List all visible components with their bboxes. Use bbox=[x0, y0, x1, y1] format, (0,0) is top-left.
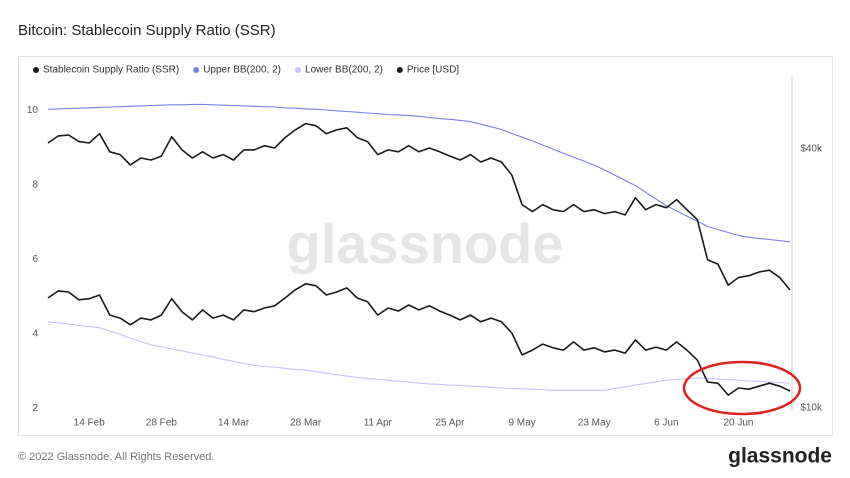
x-tick-label: 9 May bbox=[508, 418, 535, 429]
legend-label: Price [USD] bbox=[407, 65, 459, 76]
brand-logo: glassnode bbox=[728, 445, 832, 468]
series-line bbox=[47, 103, 791, 243]
watermark: glassnode bbox=[287, 212, 564, 275]
y2-tick-label: $10k bbox=[800, 403, 823, 414]
series-line bbox=[47, 321, 791, 391]
y-tick-label: 6 bbox=[32, 254, 38, 265]
x-tick-label: 14 Mar bbox=[218, 418, 250, 429]
x-tick-label: 23 May bbox=[578, 418, 611, 429]
x-tick-label: 28 Mar bbox=[290, 418, 322, 429]
x-tick-label: 6 Jun bbox=[654, 418, 678, 429]
legend-label: Lower BB(200, 2) bbox=[305, 65, 383, 76]
plot-area bbox=[47, 103, 791, 396]
series-line bbox=[47, 122, 791, 291]
y-tick-label: 8 bbox=[32, 179, 38, 190]
legend-marker bbox=[193, 67, 200, 73]
x-tick-label: 20 Jun bbox=[723, 418, 753, 429]
legend-marker bbox=[295, 67, 302, 73]
x-tick-label: 25 Apr bbox=[435, 418, 465, 429]
highlight-circle bbox=[682, 360, 802, 416]
legend-marker bbox=[396, 67, 403, 73]
y-tick-label: 2 bbox=[32, 403, 38, 414]
y2-tick-label: $40k bbox=[800, 144, 823, 155]
legend-marker bbox=[33, 67, 39, 73]
legend-label: Upper BB(200, 2) bbox=[203, 65, 281, 76]
x-tick-label: 11 Apr bbox=[364, 418, 393, 429]
x-tick-label: 14 Feb bbox=[74, 418, 106, 429]
legend-label: Stablecoin Supply Ratio (SSR) bbox=[43, 65, 179, 76]
y-tick-label: 10 bbox=[27, 105, 39, 116]
chart-title: Bitcoin: Stablecoin Supply Ratio (SSR) bbox=[18, 22, 276, 39]
series-line bbox=[47, 283, 791, 396]
x-tick-label: 28 Feb bbox=[146, 418, 178, 429]
footer: © 2022 Glassnode. All Rights Reserved. bbox=[18, 451, 214, 463]
y-tick-label: 4 bbox=[32, 328, 38, 339]
